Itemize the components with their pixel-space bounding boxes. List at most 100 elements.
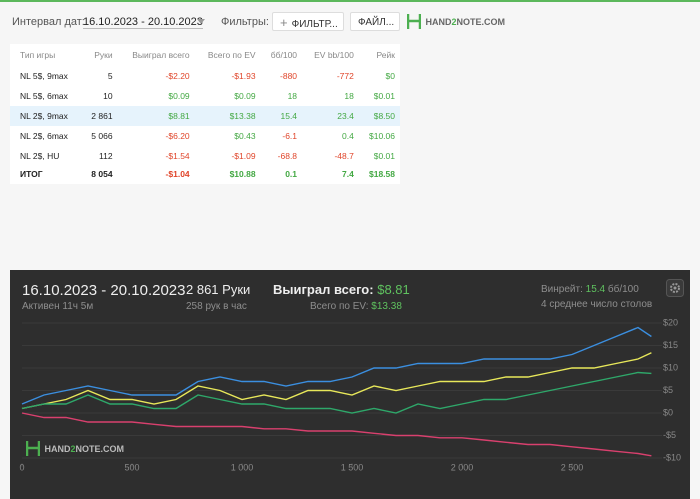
logo-icon xyxy=(406,14,422,30)
dropdown-caret[interactable] xyxy=(197,19,205,25)
table-cell: NL 2$, HU xyxy=(20,151,60,161)
column-header: Рейк xyxy=(376,50,396,60)
top-accent xyxy=(0,0,700,2)
table-cell: $0.09 xyxy=(234,91,256,101)
x-tick-label: 2 500 xyxy=(561,462,584,472)
y-tick-label: -$10 xyxy=(663,452,681,462)
table-cell: -$1.09 xyxy=(231,151,256,161)
watermark-text: HAND xyxy=(44,443,71,454)
won-value: $8.81 xyxy=(377,282,410,297)
column-header: EV bb/100 xyxy=(314,50,354,60)
filter-button[interactable]: + ФИЛЬТР... xyxy=(272,12,344,31)
table-cell: -$1.04 xyxy=(165,169,190,179)
table-cell: 18 xyxy=(344,91,354,101)
table-cell: $8.81 xyxy=(117,106,195,126)
table-cell: $8.50 xyxy=(358,106,400,126)
table-cell: 0.1 xyxy=(285,169,298,179)
won-label: Выиграл всего: xyxy=(273,282,374,297)
table-cell: $0.09 xyxy=(168,91,190,101)
stats-table-card: Тип игры Руки Выиграл всего Всего по EV бб/1… xyxy=(10,44,400,184)
table-cell: NL 5$, 9max xyxy=(20,71,68,81)
series-line xyxy=(21,326,652,405)
table-cell: -6.1 xyxy=(282,131,298,141)
stats-table: Тип игры Руки Выиграл всего Всего по EV бб/1… xyxy=(10,44,400,182)
table-cell: $18.58 xyxy=(369,169,395,179)
summary-tables: 4 среднее число столов xyxy=(541,299,653,310)
table-cell: ИТОГ xyxy=(20,169,43,179)
settings-button[interactable] xyxy=(666,279,684,297)
y-tick-label: $10 xyxy=(663,362,678,372)
y-tick-label: $0 xyxy=(663,407,673,417)
table-cell: $10.88 xyxy=(229,169,256,179)
table-cell: 5 066 xyxy=(91,131,113,141)
summary-active: Активен 11ч 5м xyxy=(22,301,94,312)
watermark: HAND2NOTE.COM xyxy=(25,440,124,458)
ev-label: Всего по EV: xyxy=(310,301,369,312)
table-row[interactable]: NL 2$, 9max 2 861 $8.81 $13.38 15.4 23.4 $8.50 xyxy=(10,106,400,126)
summary-date: 16.10.2023 - 20.10.2023 xyxy=(22,282,186,299)
table-row[interactable]: NL 2$, 6max 5 066 -$6.20 $0.43 -6.1 0.4 $10.06 xyxy=(10,126,400,146)
winrate-value: 15.4 xyxy=(585,284,606,295)
y-tick-label: -$5 xyxy=(663,430,676,440)
summary-hands: 2 861 Руки xyxy=(186,282,251,297)
table-cell: $0.01 xyxy=(373,91,395,101)
table-cell: 2 861 xyxy=(81,106,118,126)
column-header: Выиграл всего xyxy=(132,50,190,60)
table-cell: 18 xyxy=(287,91,298,101)
table-cell: $10.06 xyxy=(369,131,395,141)
date-range[interactable]: 16.10.2023 - 20.10.2023 xyxy=(83,16,203,29)
table-cell: -$1.93 xyxy=(231,71,256,81)
table-cell: -880 xyxy=(280,71,298,81)
table-cell: -$2.20 xyxy=(165,71,190,81)
x-tick-label: 1 000 xyxy=(231,462,254,472)
table-cell: $0 xyxy=(385,71,395,81)
table-cell: NL 5$, 6max xyxy=(20,91,68,101)
y-tick-label: $15 xyxy=(663,340,678,350)
table-cell: $0.43 xyxy=(234,131,256,141)
file-button[interactable]: ФАЙЛ... xyxy=(350,12,400,31)
table-row[interactable]: NL 5$, 9max 5 -$2.20 -$1.93 -880 -772 $0 xyxy=(10,66,400,86)
logo-text: 2 xyxy=(451,16,457,27)
watermark-text: NOTE.COM xyxy=(75,443,124,454)
column-header: Тип игры xyxy=(20,50,56,60)
table-cell: -$6.20 xyxy=(165,131,190,141)
table-cell: -$1.54 xyxy=(165,151,190,161)
table-row[interactable]: ИТОГ 8 054 -$1.04 $10.88 0.1 7.4 $18.58 xyxy=(10,166,400,182)
watermark-icon xyxy=(25,441,41,457)
table-cell: $13.38 xyxy=(194,106,261,126)
table-row[interactable]: NL 2$, HU 112 -$1.54 -$1.09 -68.8 -48.7 $0.01 xyxy=(10,146,400,166)
y-tick-label: $20 xyxy=(663,317,678,327)
table-cell: 112 xyxy=(99,151,113,161)
x-tick-label: 0 xyxy=(19,462,24,472)
table-cell: 10 xyxy=(103,91,113,101)
x-tick-label: 500 xyxy=(124,462,139,472)
table-cell: NL 2$, 9max xyxy=(10,106,82,126)
winrate-label: Винрейт: xyxy=(541,284,583,295)
logo: HAND2NOTE.COM xyxy=(406,13,505,31)
column-header: бб/100 xyxy=(270,50,298,60)
table-cell: 0.4 xyxy=(342,131,354,141)
table-cell: $0.01 xyxy=(373,151,395,161)
winrate-unit: бб/100 xyxy=(607,284,639,295)
filter-button-text: ФИЛЬТР... xyxy=(291,19,338,30)
table-cell: -68.8 xyxy=(277,151,298,161)
table-row[interactable]: NL 5$, 6max 10 $0.09 $0.09 18 18 $0.01 xyxy=(10,86,400,106)
series-line xyxy=(21,412,652,457)
table-cell: 15.4 xyxy=(260,106,303,126)
graph-panel: 16.10.2023 - 20.10.2023 Активен 11ч 5м 2… xyxy=(10,270,690,499)
table-cell: 5 xyxy=(107,71,113,81)
graph: $20 $15 $10 $5 $0 -$5 -$10 0 500 1 000 1 500 2 000 2… xyxy=(19,317,681,472)
summary-rate: 258 рук в час xyxy=(186,301,247,312)
table-cell: -48.7 xyxy=(334,151,354,161)
table-cell: 7.4 xyxy=(342,169,354,179)
table-cell: NL 2$, 6max xyxy=(20,131,68,141)
header-row: Тип игры Руки Выиграл всего Всего по EV бб/1… xyxy=(10,44,400,66)
table-cell: 8 054 xyxy=(91,169,113,179)
column-header: Руки xyxy=(94,50,113,60)
x-tick-label: 2 000 xyxy=(451,462,474,472)
filters-label: Фильтры: xyxy=(221,16,269,28)
watermark-text: 2 xyxy=(70,443,76,454)
column-header: Всего по EV xyxy=(207,50,256,60)
series-line xyxy=(21,352,652,410)
logo-text: HAND xyxy=(425,16,452,27)
